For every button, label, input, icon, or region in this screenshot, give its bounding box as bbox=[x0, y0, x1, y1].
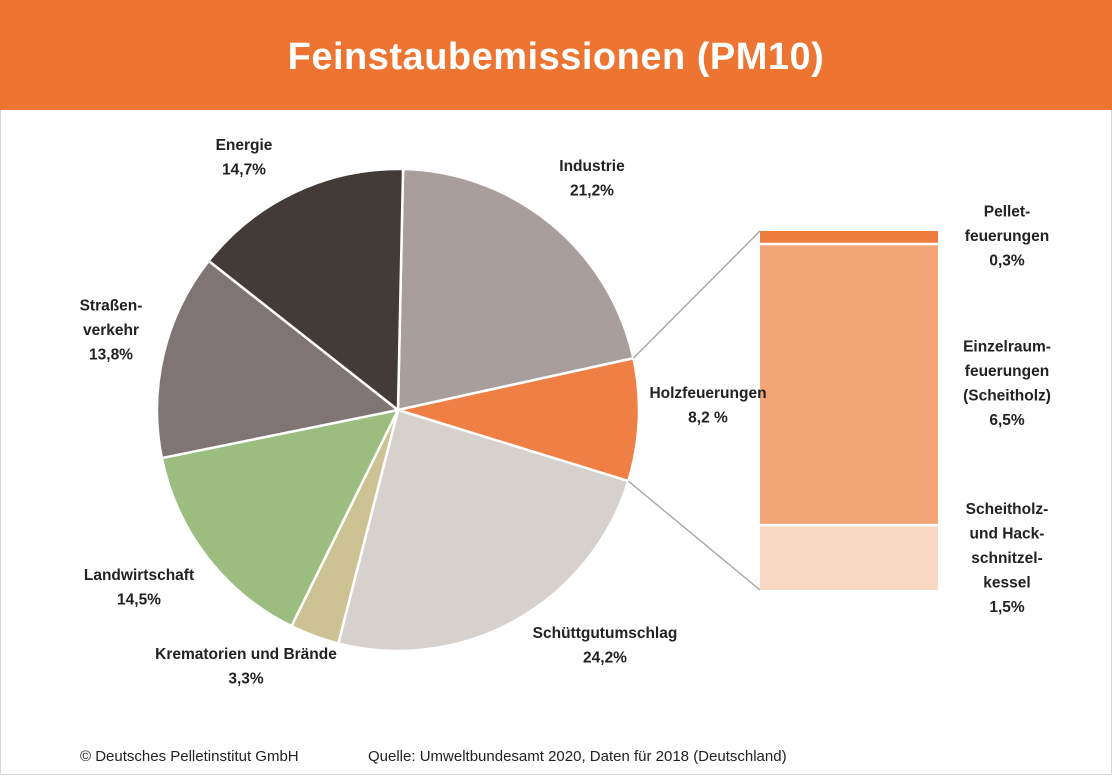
pie-slice-energie bbox=[207, 167, 405, 412]
label-landwirtschaft: Landwirtschaft 14,5% bbox=[84, 567, 194, 609]
connector-bottom bbox=[627, 480, 761, 591]
label-einzelraum: Einzelraum-feuerungen (Scheitholz) 6,5% bbox=[963, 338, 1051, 429]
pie-slice-landwirtschaft bbox=[160, 408, 400, 628]
pie-slice-strassenverkehr bbox=[155, 259, 400, 460]
label-industrie: Industrie 21,2% bbox=[559, 158, 625, 200]
pie-slice-industrie bbox=[396, 167, 635, 412]
label-scheitholz: Scheitholz-und Hack-schnitzel-kessel 1,5% bbox=[966, 501, 1049, 616]
bar-segment-einzelraum bbox=[760, 243, 938, 526]
pie-slice-holzfeuerungen bbox=[396, 356, 641, 483]
pie-slice-schuettgutumschlag bbox=[337, 408, 630, 653]
source-text: Quelle: Umweltbundesamt 2020, Daten für … bbox=[368, 748, 787, 765]
label-schuettgutumschlag: Schüttgutumschlag 24,2% bbox=[533, 625, 678, 667]
pie-slices bbox=[155, 167, 641, 653]
data-labels: Industrie 21,2% Holzfeuerungen 8,2 % Schüttg… bbox=[80, 137, 1051, 688]
bar-segment-scheitholz bbox=[760, 525, 938, 590]
label-krematorien: Krematorien und Brände 3,3% bbox=[155, 646, 337, 688]
chart-title: Feinstaubemissionen (PM10) bbox=[287, 35, 825, 78]
copyright-text: © Deutsches Pelletinstitut GmbH bbox=[80, 748, 299, 765]
label-pellet: Pellet-feuerungen 0,3% bbox=[965, 204, 1049, 270]
stacked-bar bbox=[760, 231, 938, 590]
connector-lines bbox=[627, 230, 761, 591]
connector-top bbox=[632, 230, 761, 359]
chart-header: Feinstaubemissionen (PM10) bbox=[0, 0, 1112, 110]
label-holzfeuerungen: Holzfeuerungen 8,2 % bbox=[649, 385, 766, 427]
label-energie: Energie 14,7% bbox=[216, 137, 273, 179]
footer: © Deutsches Pelletinstitut GmbH Quelle: … bbox=[0, 748, 1112, 768]
label-strassenverkehr: Straßen-verkehr 13,8% bbox=[80, 298, 143, 364]
bar-segment-pellet bbox=[760, 231, 938, 244]
